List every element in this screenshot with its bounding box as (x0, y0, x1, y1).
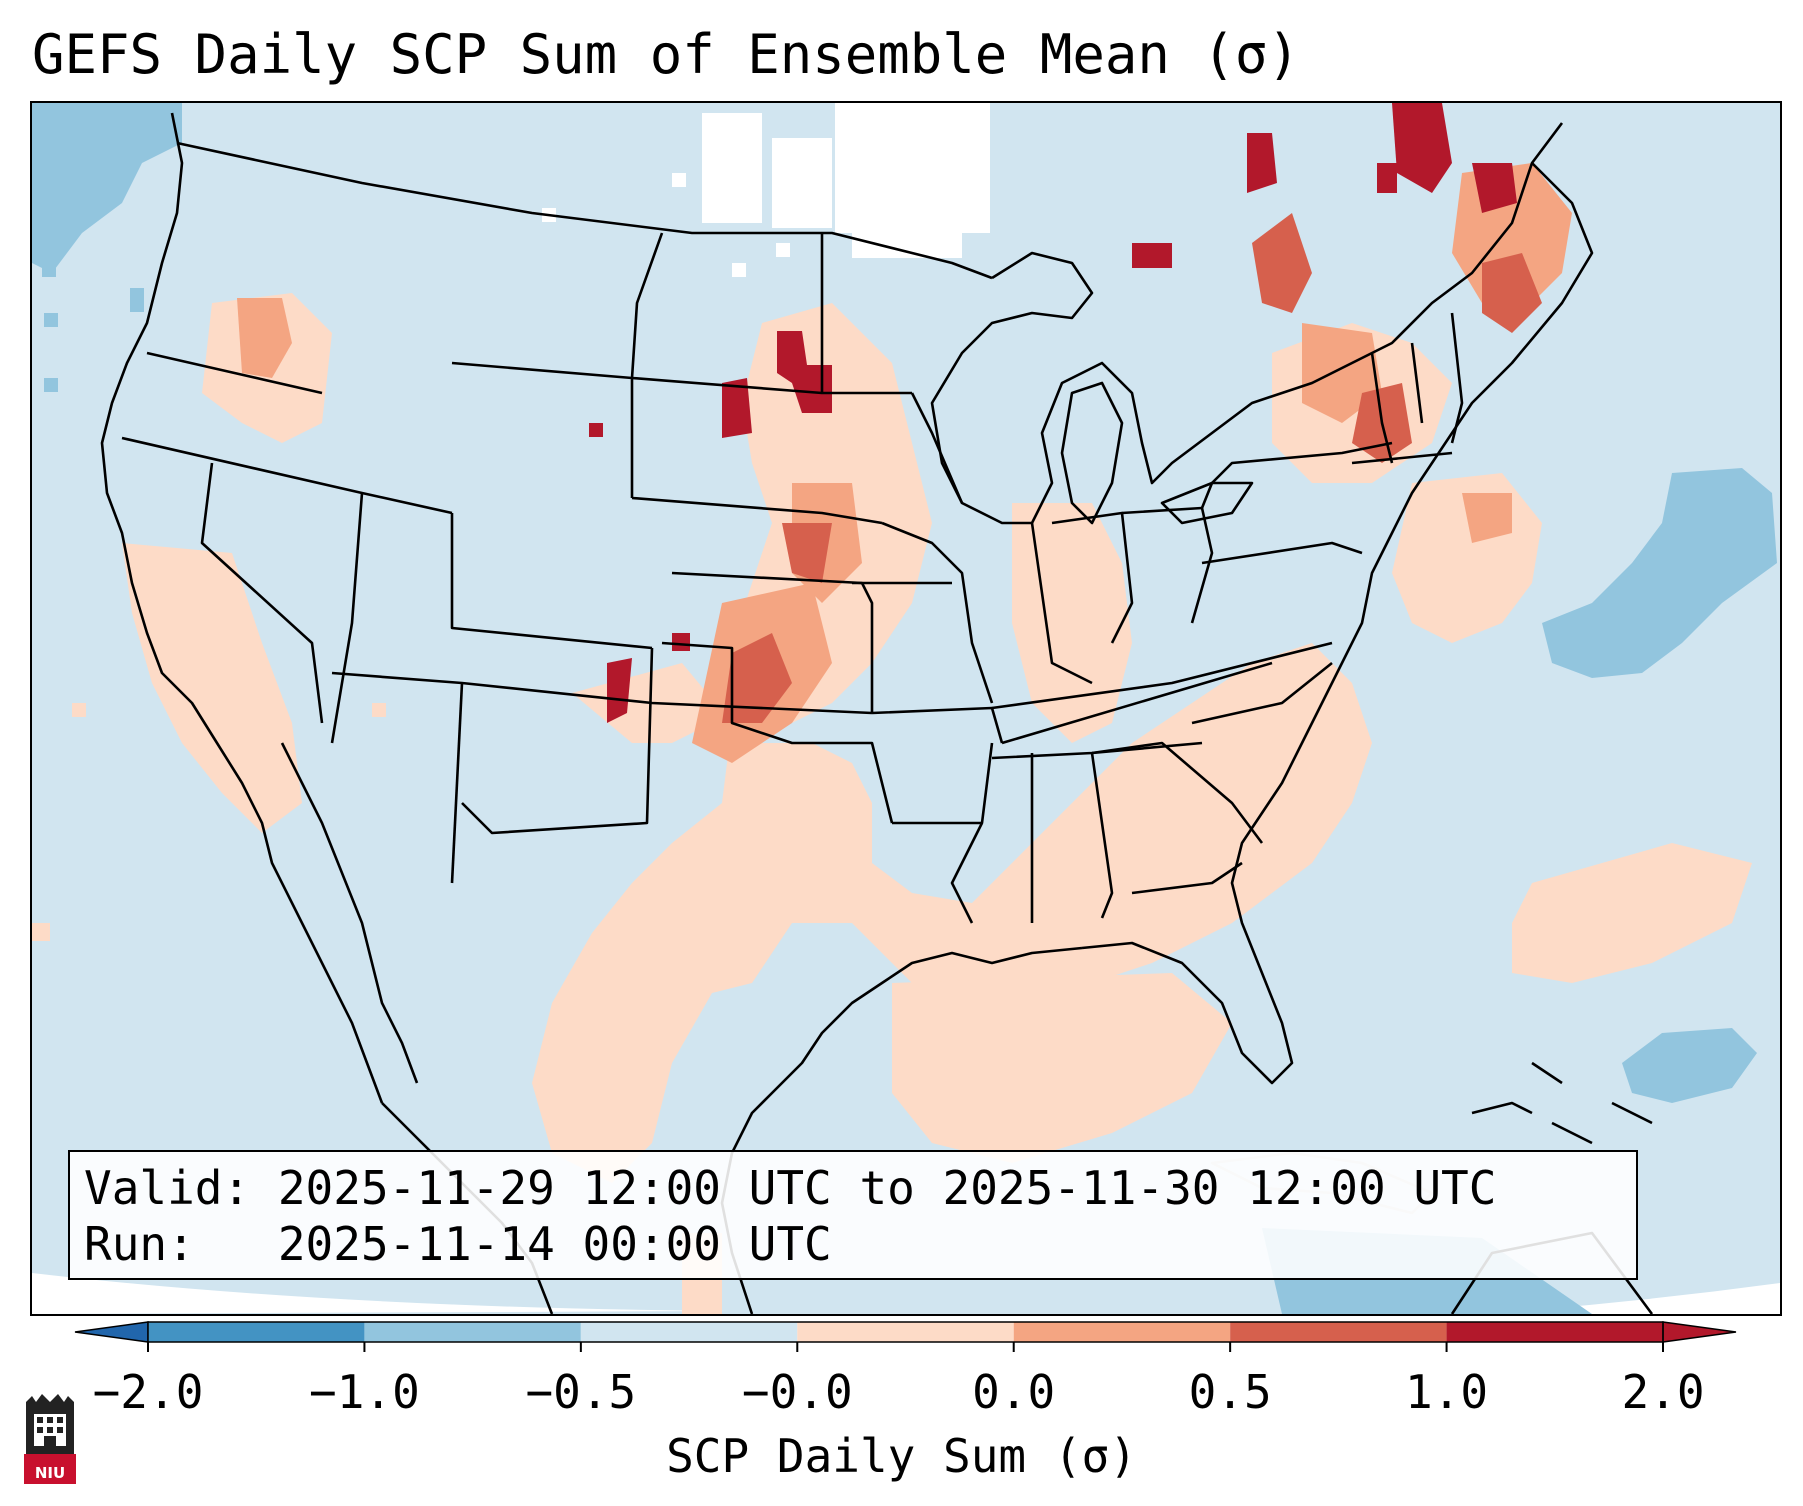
colorbar-tick-label: −1.0 (309, 1365, 420, 1419)
colorbar-outline (147, 1321, 1664, 1343)
castle-icon (24, 1394, 76, 1484)
extreme-positive-patches (589, 103, 1517, 723)
colorbar-tick-label: 2.0 (1621, 1365, 1705, 1419)
colorbar-tick-label: −2.0 (92, 1365, 204, 1419)
map-title: GEFS Daily SCP Sum of Ensemble Mean (σ) (32, 23, 1300, 86)
colorbar-segment (1230, 1322, 1447, 1342)
projection-edge-right (1482, 1283, 1780, 1314)
valid-time-text: Valid: 2025-11-29 12:00 UTC to 2025-11-3… (84, 1161, 1497, 1215)
colorbar-tick-label: 0.0 (972, 1365, 1056, 1419)
map-panel: Valid: 2025-11-29 12:00 UTC to 2025-11-3… (30, 101, 1782, 1316)
colorbar (74, 1321, 1737, 1352)
boundaries (100, 112, 1654, 1314)
colorbar-tick-label: 1.0 (1405, 1365, 1489, 1419)
colorbar-tick-label: −0.5 (525, 1365, 637, 1419)
niu-logo: NIU (22, 1392, 78, 1486)
colorbar-label: SCP Daily Sum (σ) (666, 1429, 1137, 1483)
colorbar-segment (148, 1322, 365, 1342)
run-time-text: Run: 2025-11-14 00:00 UTC (84, 1217, 832, 1271)
colorbar-extend-low (74, 1321, 149, 1343)
colorbar-segment (580, 1322, 798, 1342)
colorbar-segment (1013, 1322, 1231, 1342)
projection-edge (32, 1273, 732, 1314)
colorbar-segments (74, 1321, 1737, 1343)
colorbar-tick-label: 0.5 (1188, 1365, 1272, 1419)
colorbar-extend-high (1662, 1321, 1737, 1343)
colorbar-segment (797, 1322, 1014, 1342)
valid-run-info-box: Valid: 2025-11-29 12:00 UTC to 2025-11-3… (68, 1150, 1638, 1280)
colorbar-ticks (147, 1342, 1664, 1352)
colorbar-segment (1446, 1322, 1663, 1342)
colorbar-segment (364, 1322, 581, 1342)
logo-text: NIU (34, 1464, 66, 1482)
colorbar-tick-label: −0.0 (741, 1365, 853, 1419)
